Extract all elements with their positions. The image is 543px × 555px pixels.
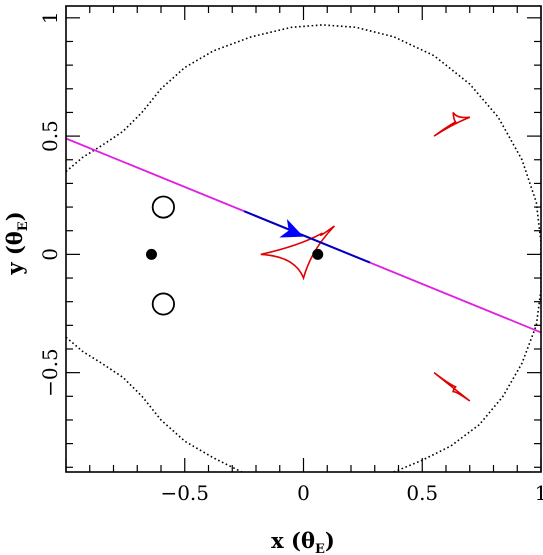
axis-ticks [65,6,542,472]
source-direction-arrow [279,219,304,238]
caustic-upper [433,111,471,137]
x-tick-label: 1 [535,481,543,505]
caustic-lower [433,371,471,402]
x-tick-label: 0.5 [406,481,438,505]
caustic-central [260,225,335,281]
x-axis-title: x (θE) [271,528,335,555]
critical-curve-outer-lower [66,336,243,472]
critical-curve-outer [66,24,541,472]
plot-frame [65,5,542,473]
source-trajectory-highlight [243,210,371,264]
x-tick-label: −0.5 [160,481,209,505]
plot-contents [66,24,541,472]
y-tick-label: 0 [38,248,62,261]
y-tick-label: −0.5 [38,348,62,397]
lens-position-2 [312,248,324,260]
y-tick-label: 0.5 [38,120,62,152]
x-tick-label: 0 [297,481,310,505]
y-axis-title: y (θE) [2,211,31,275]
critical-curve-loop-2 [151,292,175,316]
y-tick-label: 1 [38,11,62,24]
critical-curve-loop-1 [151,195,175,219]
lens-position-1 [146,248,157,260]
axis-tick-labels: −0.5 0 0.5 1 −0.5 0 0.5 1 [38,11,543,505]
